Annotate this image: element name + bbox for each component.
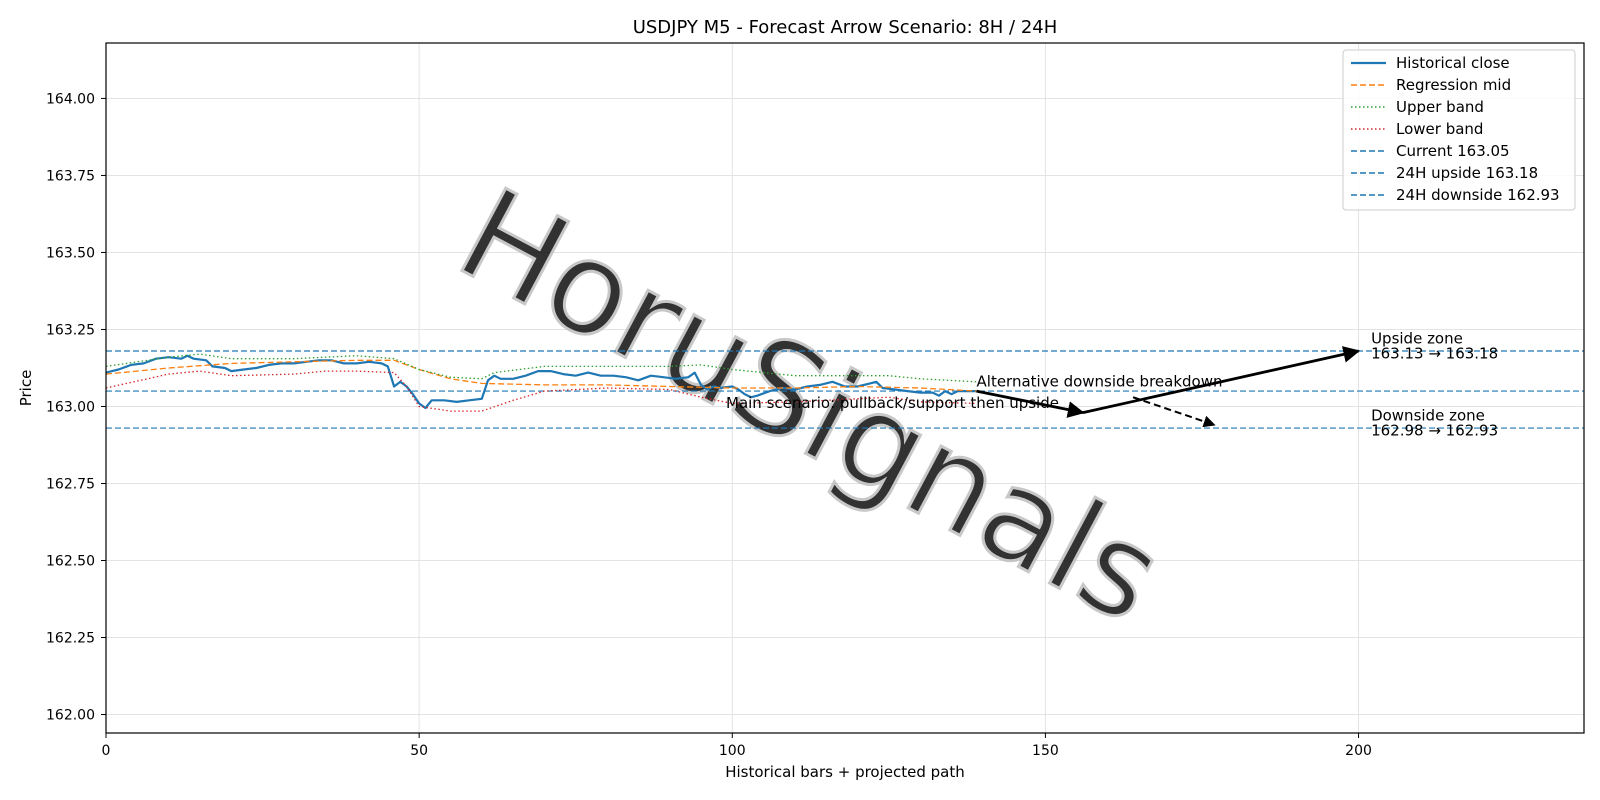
y-tick-label: 162.50 xyxy=(46,554,95,570)
x-axis-label: Historical bars + projected path xyxy=(725,763,965,781)
main-scenario-arrow xyxy=(976,389,1085,418)
legend-box xyxy=(1342,49,1576,211)
legend-label: Regression mid xyxy=(1396,76,1511,94)
y-tick-label: 162.25 xyxy=(46,631,95,647)
alternative-scenario-arrow xyxy=(1132,396,1216,428)
x-axis: 0 50 100 150 200 xyxy=(102,733,1372,759)
y-tick-label: 163.50 xyxy=(46,245,95,261)
y-tick-label: 164.00 xyxy=(46,91,95,107)
y-axis: 162.00 162.25 162.50 162.75 163.00 163.25 163.… xyxy=(46,91,106,724)
legend: Historical close Regression mid Upper band… xyxy=(1342,49,1576,211)
plot-frame xyxy=(105,42,1585,734)
forecast-arrows xyxy=(976,346,1361,428)
annotations: Alternative downside breakdown Main scena… xyxy=(726,329,1498,439)
annotation-text: 162.98 → 162.93 xyxy=(1371,422,1498,440)
y-tick-label: 163.25 xyxy=(46,322,95,338)
annotation-text: Downside zone xyxy=(1371,406,1485,424)
y-tick-label: 162.00 xyxy=(46,708,95,724)
legend-label: Current 163.05 xyxy=(1396,142,1510,160)
y-tick-label: 163.00 xyxy=(46,399,95,415)
annotation-text: Alternative downside breakdown xyxy=(977,372,1223,390)
series-line-1 xyxy=(106,359,977,392)
annotation-text: Main scenario: pullback/support then ups… xyxy=(726,394,1059,412)
y-axis-label: Price xyxy=(17,370,35,407)
grid xyxy=(105,43,1584,733)
series-line-3 xyxy=(106,370,977,412)
x-tick-label: 200 xyxy=(1345,743,1372,759)
main-scenario-arrow xyxy=(1082,346,1361,415)
legend-label: Historical close xyxy=(1396,54,1510,72)
x-tick-label: 0 xyxy=(102,743,111,759)
x-tick-label: 50 xyxy=(410,743,428,759)
series-line-0 xyxy=(106,354,977,410)
y-tick-label: 163.75 xyxy=(46,168,95,184)
reference-lines xyxy=(106,350,1584,429)
annotation-text: 163.13 → 163.18 xyxy=(1371,345,1498,363)
x-tick-label: 150 xyxy=(1032,743,1059,759)
legend-label: 24H downside 162.93 xyxy=(1396,186,1560,204)
x-tick-label: 100 xyxy=(719,743,746,759)
legend-label: Lower band xyxy=(1396,120,1483,138)
series-lines xyxy=(106,353,977,412)
chart-title: USDJPY M5 - Forecast Arrow Scenario: 8H … xyxy=(633,17,1058,38)
legend-label: Upper band xyxy=(1396,98,1484,116)
annotation-text: Upside zone xyxy=(1371,329,1463,347)
legend-label: 24H upside 163.18 xyxy=(1396,164,1538,182)
y-tick-label: 162.75 xyxy=(46,476,95,492)
